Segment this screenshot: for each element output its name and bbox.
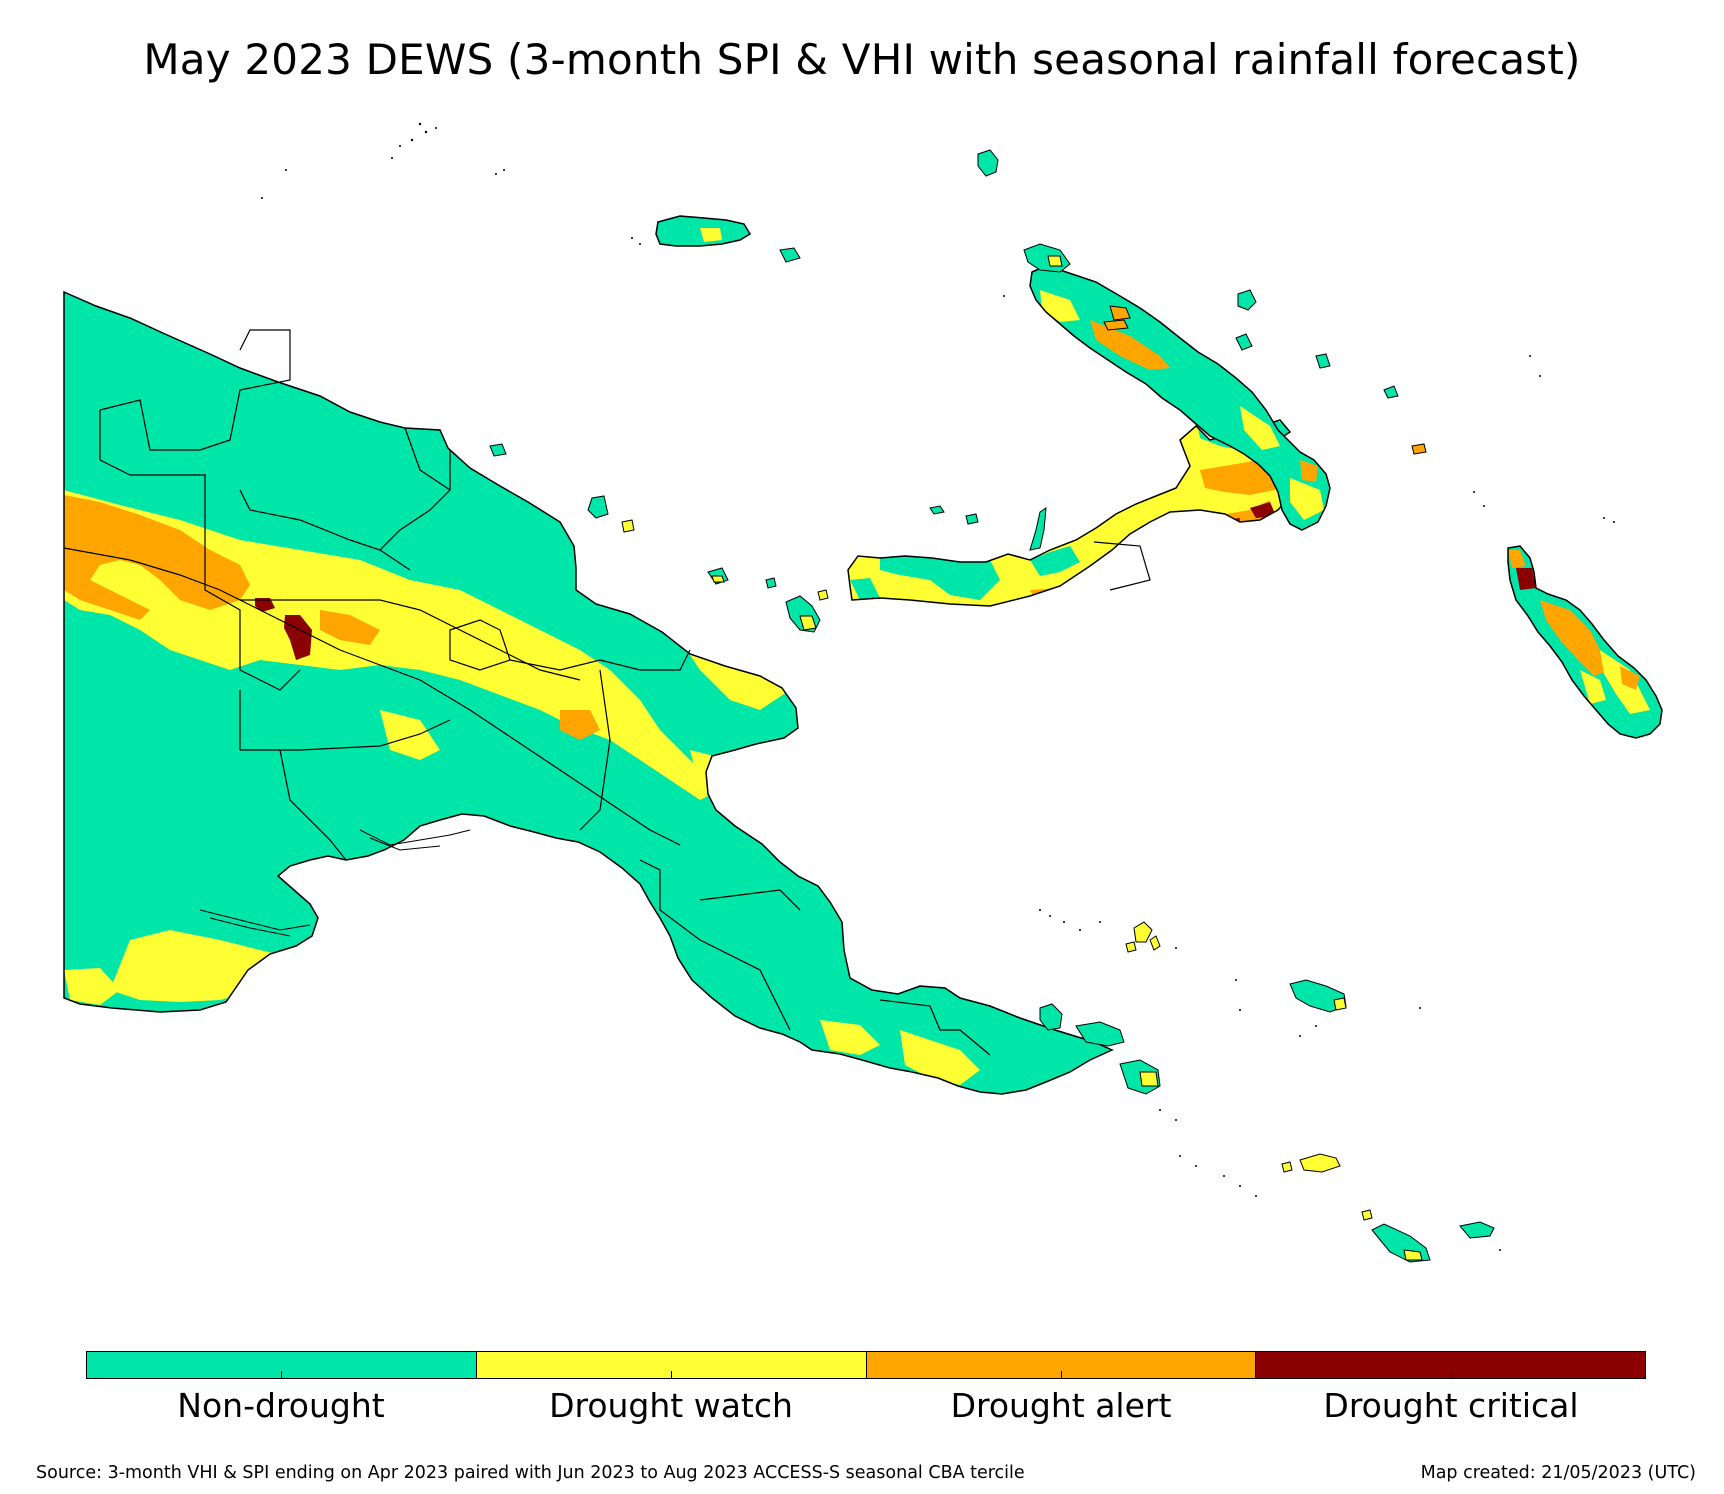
northern-islands [489, 149, 1427, 633]
mainland [63, 290, 1114, 1095]
legend-label-drought-critical: Drought critical [1323, 1386, 1579, 1425]
legend-colorbar [86, 1351, 1646, 1379]
legend-label-non-drought: Non-drought [177, 1386, 385, 1425]
map-created-note: Map created: 21/05/2023 (UTC) [1420, 1463, 1696, 1483]
map-title: May 2023 DEWS (3-month SPI & VHI with se… [143, 35, 1581, 84]
legend-swatch-non-drought [87, 1352, 476, 1378]
new-britain-island [847, 417, 1293, 607]
province-borders [63, 329, 991, 1056]
legend-swatch-drought-alert [865, 1352, 1256, 1378]
source-note: Source: 3-month VHI & SPI ending on Apr … [36, 1463, 1025, 1483]
legend-label-drought-watch: Drought watch [549, 1386, 793, 1425]
legend-labels: Non-drought Drought watch Drought alert … [86, 1384, 1646, 1428]
legend-label-drought-alert: Drought alert [950, 1386, 1172, 1425]
bougainville-island [1507, 545, 1663, 739]
atoll-dots [261, 122, 1615, 1251]
river-details [199, 829, 471, 937]
new-ireland-island [1029, 265, 1331, 531]
legend-swatch-drought-watch [475, 1352, 866, 1378]
manus-island [655, 215, 801, 263]
drought-map [63, 122, 1663, 1263]
southeast-islands [1039, 921, 1495, 1263]
legend-swatch-drought-critical [1255, 1352, 1645, 1378]
